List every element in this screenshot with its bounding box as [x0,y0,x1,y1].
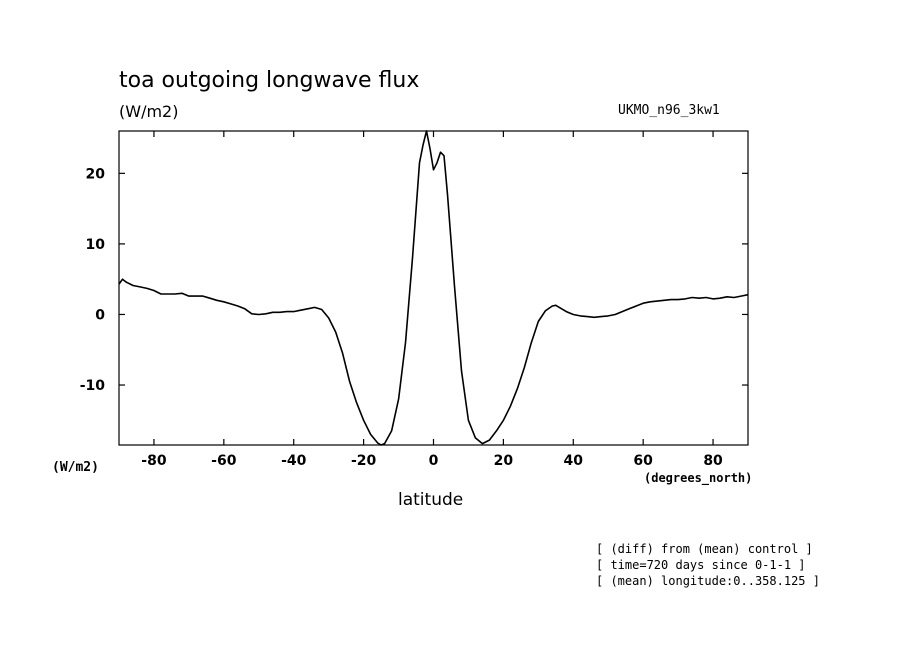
y-tick-label: 0 [95,307,105,323]
y-axis: -10 0 10 20 [80,166,748,394]
x-axis: -80 -60 -40 -20 0 20 40 60 80 [141,131,723,469]
x-tick-label: -40 [281,453,307,469]
x-tick-label: -80 [141,453,167,469]
note-line-2: [ time=720 days since 0-1-1 ] [596,558,806,572]
note-line-3: [ (mean) longitude:0..358.125 ] [596,574,820,588]
plot-frame [118,130,749,446]
x-tick-label: -60 [211,453,237,469]
x-tick-label: 20 [494,453,514,469]
series-group [118,130,749,446]
y-tick-label: 20 [86,166,106,182]
x-tick-label: 60 [633,453,653,469]
x-axis-units: (degrees_north) [644,471,753,485]
chart-subtitle: (W/m2) [119,102,179,121]
chart-title: toa outgoing longwave flux [119,68,420,93]
x-tick-label: 80 [703,453,723,469]
y-tick-label: -10 [80,378,106,394]
series-line [118,130,749,446]
x-tick-label: 40 [564,453,584,469]
dataset-label: UKMO_n96_3kw1 [618,103,720,118]
x-tick-label: -20 [351,453,377,469]
plot-area-border [118,130,749,446]
x-tick-label: 0 [429,453,439,469]
y-tick-label: 10 [86,237,106,253]
x-axis-label: latitude [398,490,464,510]
note-line-1: [ (diff) from (mean) control ] [596,542,813,556]
y-axis-label: (W/m2) [52,460,99,475]
